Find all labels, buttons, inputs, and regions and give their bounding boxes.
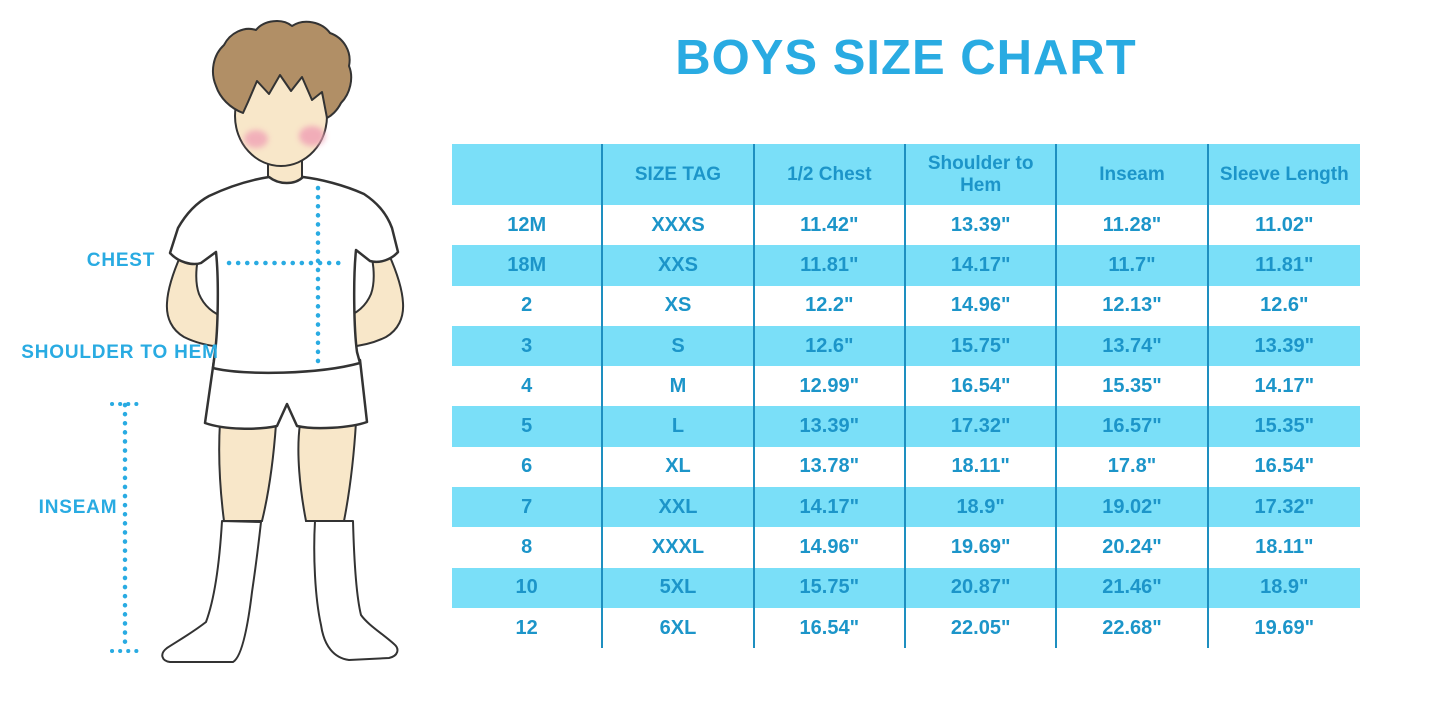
table-cell: 16.57" bbox=[1057, 406, 1209, 447]
table-cell: 12.6" bbox=[754, 325, 906, 367]
table-cell: 13.74" bbox=[1057, 325, 1209, 367]
table-cell: L bbox=[603, 406, 755, 447]
table-cell: 14.96" bbox=[905, 285, 1058, 326]
table-cell: XXXL bbox=[603, 527, 755, 568]
table-cell: 11.28" bbox=[1057, 205, 1209, 246]
left-cheek-blush bbox=[244, 130, 268, 148]
table-cell: 12.6" bbox=[1208, 285, 1360, 326]
table-cell: 15.35" bbox=[1057, 366, 1209, 407]
table-cell: 13.78" bbox=[754, 446, 906, 488]
table-cell: S bbox=[603, 325, 755, 367]
size-row-label: 7 bbox=[452, 487, 604, 528]
table-cell: 11.81" bbox=[1208, 245, 1360, 286]
right-arm bbox=[343, 231, 405, 348]
table-cell: 20.24" bbox=[1057, 527, 1209, 568]
table-cell: 12.13" bbox=[1057, 285, 1209, 326]
table-cell: 19.02" bbox=[1057, 487, 1209, 528]
table-cell: 18.11" bbox=[1208, 527, 1360, 568]
chest-label: CHEST bbox=[86, 250, 156, 271]
size-row-label: 10 bbox=[452, 567, 604, 608]
inseam-label: INSEAM bbox=[38, 497, 118, 518]
size-row-label: 8 bbox=[452, 527, 604, 568]
column-header: Inseam bbox=[1057, 144, 1209, 205]
table-cell: 21.46" bbox=[1057, 567, 1209, 608]
table-cell: 18.11" bbox=[905, 446, 1058, 488]
table-cell: 20.87" bbox=[905, 567, 1058, 608]
column-header: SIZE TAG bbox=[603, 144, 755, 205]
right-leg bbox=[297, 420, 358, 522]
table-cell: 11.81" bbox=[754, 245, 906, 286]
shoulder-to-hem-label: SHOULDER TO HEM bbox=[21, 342, 219, 363]
table-cell: 14.96" bbox=[754, 527, 906, 568]
table-cell: 22.68" bbox=[1057, 607, 1209, 649]
table-cell: 22.05" bbox=[905, 607, 1058, 649]
table-cell: 15.75" bbox=[905, 325, 1058, 367]
tshirt bbox=[168, 175, 400, 375]
table-cell: 15.75" bbox=[754, 567, 906, 608]
column-header bbox=[452, 144, 604, 205]
size-row-label: 12M bbox=[452, 205, 604, 246]
size-row-label: 3 bbox=[452, 325, 604, 367]
table-cell: XXXS bbox=[603, 205, 755, 246]
table-cell: 11.7" bbox=[1057, 245, 1209, 286]
table-cell: 15.35" bbox=[1208, 406, 1360, 447]
left-leg bbox=[218, 420, 278, 522]
table-cell: 13.39" bbox=[905, 205, 1058, 246]
table-cell: 14.17" bbox=[905, 245, 1058, 286]
size-row-label: 18M bbox=[452, 245, 604, 286]
table-cell: 17.32" bbox=[905, 406, 1058, 447]
table-cell: 18.9" bbox=[905, 487, 1058, 528]
table-cell: XXS bbox=[603, 245, 755, 286]
table-cell: 11.02" bbox=[1208, 205, 1360, 246]
table-cell: XXL bbox=[603, 487, 755, 528]
left-sock bbox=[161, 520, 262, 663]
table-cell: 16.54" bbox=[905, 366, 1058, 407]
size-row-label: 4 bbox=[452, 366, 604, 407]
hair bbox=[211, 20, 353, 119]
table-cell: 6XL bbox=[603, 607, 755, 649]
table-cell: 12.99" bbox=[754, 366, 906, 407]
table-cell: 17.32" bbox=[1208, 487, 1360, 528]
right-cheek-blush bbox=[299, 126, 325, 146]
boy-figure-illustration bbox=[110, 20, 405, 663]
table-cell: 16.54" bbox=[754, 607, 906, 649]
column-header: Sleeve Length bbox=[1208, 144, 1360, 205]
page-title: BOYS SIZE CHART bbox=[675, 31, 1137, 85]
table-cell: 5XL bbox=[603, 567, 755, 608]
table-cell: XS bbox=[603, 285, 755, 326]
table-cell: 16.54" bbox=[1208, 446, 1360, 488]
table-cell: 19.69" bbox=[1208, 607, 1360, 649]
size-row-label: 6 bbox=[452, 446, 604, 488]
table-cell: 13.39" bbox=[754, 406, 906, 447]
table-cell: 14.17" bbox=[1208, 366, 1360, 407]
table-cell: 12.2" bbox=[754, 285, 906, 326]
table-cell: M bbox=[603, 366, 755, 407]
size-table: SIZE TAG 1/2 Chest Shoulder to Hem Inseam Sl… bbox=[452, 144, 1360, 649]
table-cell: 18.9" bbox=[1208, 567, 1360, 608]
table-cell: 14.17" bbox=[754, 487, 906, 528]
size-row-label: 5 bbox=[452, 406, 604, 447]
column-header: Shoulder to Hem bbox=[905, 144, 1058, 205]
table-cell: 13.39" bbox=[1208, 325, 1360, 367]
right-sock bbox=[313, 520, 399, 661]
table-cell: 11.42" bbox=[754, 205, 906, 246]
size-row-label: 12 bbox=[452, 607, 604, 649]
table-cell: XL bbox=[603, 446, 755, 488]
size-row-label: 2 bbox=[452, 285, 604, 326]
column-header: 1/2 Chest bbox=[754, 144, 906, 205]
table-cell: 17.8" bbox=[1057, 446, 1209, 488]
table-cell: 19.69" bbox=[905, 527, 1058, 568]
